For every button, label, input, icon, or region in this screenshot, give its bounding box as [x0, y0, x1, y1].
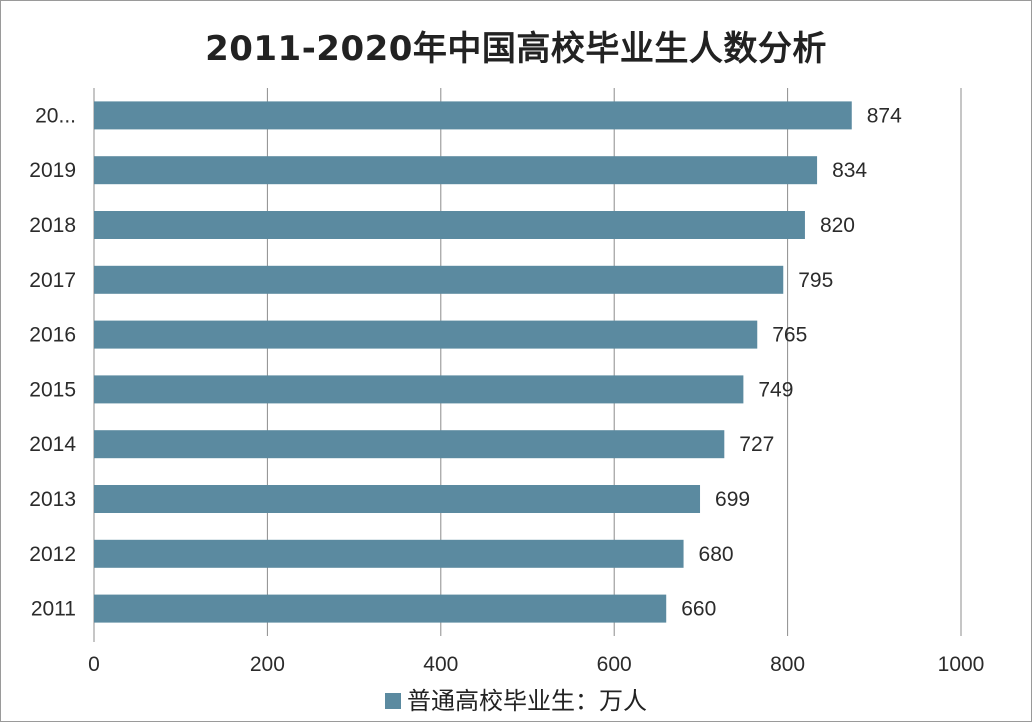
category-label: 2015 [29, 378, 76, 401]
data-label: 834 [832, 159, 867, 182]
category-label: 2018 [29, 214, 76, 237]
bar [94, 101, 852, 130]
category-label: 20... [35, 104, 76, 127]
legend-label: 普通高校毕业生：万人 [407, 687, 647, 715]
data-labels: 660 680 699 727 749 765 795 820 834 874 [681, 104, 902, 620]
data-label: 795 [798, 269, 833, 292]
category-label: 2019 [29, 159, 76, 182]
category-label: 2013 [29, 488, 76, 511]
x-tick-label: 800 [770, 653, 805, 676]
category-label: 2017 [29, 269, 76, 292]
x-tick-label: 0 [88, 653, 100, 676]
bar [94, 375, 744, 404]
x-tick-labels: 0 200 400 600 800 1000 [88, 653, 984, 676]
legend-swatch [385, 693, 401, 709]
bars [94, 101, 852, 623]
category-label: 2016 [29, 324, 76, 347]
category-labels: 2011 2012 2013 2014 2015 2016 2017 2018 2019 20..… [29, 104, 76, 620]
bar [94, 539, 684, 568]
data-label: 699 [715, 488, 750, 511]
data-label: 680 [699, 543, 734, 566]
bar [94, 211, 805, 239]
data-label: 727 [739, 433, 774, 456]
bar [94, 265, 784, 294]
data-label: 874 [867, 104, 902, 127]
bar [94, 430, 725, 459]
data-label: 749 [758, 378, 793, 401]
x-tick-label: 400 [423, 653, 458, 676]
bar [94, 594, 667, 623]
x-tick-label: 1000 [938, 653, 985, 676]
x-tick-label: 600 [597, 653, 632, 676]
category-label: 2012 [29, 543, 76, 566]
bar [94, 485, 701, 513]
data-label: 765 [772, 324, 807, 347]
data-label: 660 [681, 598, 716, 621]
x-tick-label: 200 [250, 653, 285, 676]
data-label: 820 [820, 214, 855, 237]
bar [94, 156, 818, 185]
chart-title: 2011-2020年中国高校毕业生人数分析 [205, 29, 827, 69]
category-label: 2011 [31, 598, 76, 621]
bar [94, 320, 758, 349]
category-label: 2014 [29, 433, 76, 456]
legend: 普通高校毕业生：万人 [1, 681, 1031, 716]
